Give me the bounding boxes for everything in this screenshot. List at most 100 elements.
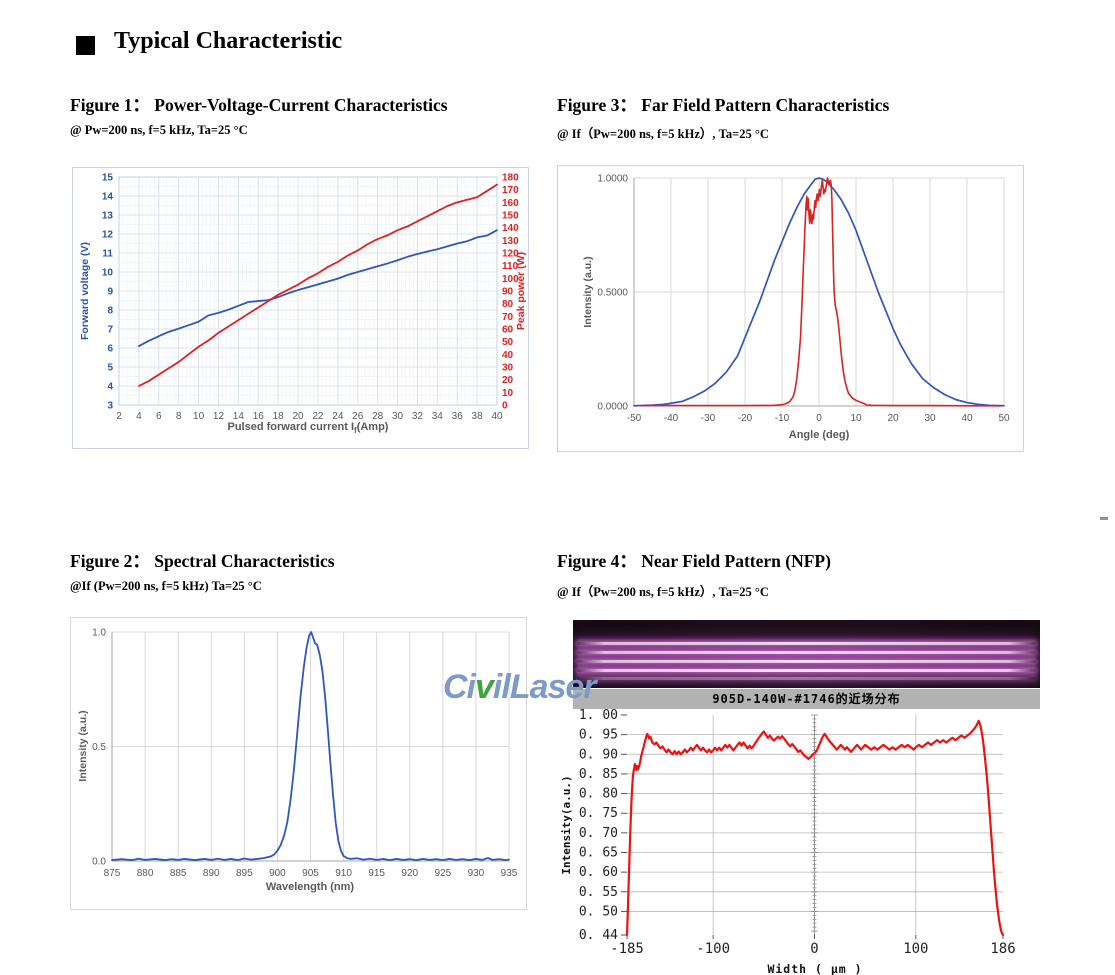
figure3-chart: -50 -40 -30 -20 -10 0 10 20 30 40 50 0.0000 0.5000 1.…: [557, 165, 1024, 452]
nfp-photo-caption: 905D-140W-#1746的近场分布: [573, 689, 1040, 709]
svg-text:4: 4: [136, 411, 142, 422]
svg-text:-40: -40: [664, 413, 679, 424]
nfp-laser-stripe: [577, 677, 1036, 680]
figure4-y-axis-title: Intensity(a.u.): [560, 775, 573, 875]
svg-text:80: 80: [502, 299, 514, 310]
figure1-condition: @ Pw=200 ns, f=5 kHz, Ta=25 °C: [70, 123, 248, 137]
svg-text:28: 28: [372, 411, 384, 422]
svg-text:20: 20: [292, 411, 304, 422]
svg-text:1.0000: 1.0000: [597, 174, 628, 185]
nfp-laser-stripe: [577, 642, 1036, 645]
svg-text:0. 80: 0. 80: [579, 787, 618, 802]
svg-text:0. 50: 0. 50: [579, 904, 618, 919]
svg-text:890: 890: [203, 868, 220, 879]
svg-text:885: 885: [170, 868, 187, 879]
svg-text:140: 140: [502, 223, 519, 234]
svg-text:26: 26: [352, 411, 364, 422]
svg-text:36: 36: [452, 411, 464, 422]
svg-text:18: 18: [273, 411, 285, 422]
svg-text:-185: -185: [610, 941, 644, 955]
svg-text:920: 920: [401, 868, 418, 879]
svg-text:-50: -50: [627, 413, 642, 424]
svg-text:30: 30: [502, 363, 514, 374]
figure2-plot-canvas: 875 880 885 890 895 900 905 910 915 920 925 930 935 0…: [71, 618, 526, 914]
svg-text:0. 44: 0. 44: [579, 928, 618, 943]
svg-text:130: 130: [502, 236, 519, 247]
page-artifact-dash: [1100, 517, 1108, 520]
svg-text:8: 8: [107, 306, 113, 317]
svg-text:5: 5: [107, 363, 113, 374]
svg-text:150: 150: [502, 211, 519, 222]
figure4-x-axis-title: Width ( μm ): [767, 962, 863, 975]
svg-text:925: 925: [434, 868, 451, 879]
svg-text:170: 170: [502, 185, 519, 196]
svg-text:20: 20: [887, 413, 899, 424]
svg-text:0. 90: 0. 90: [579, 747, 618, 762]
svg-text:10: 10: [850, 413, 862, 424]
nfp-photo: [573, 620, 1040, 688]
svg-text:14: 14: [233, 411, 245, 422]
svg-text:10: 10: [102, 268, 114, 279]
svg-text:4: 4: [107, 382, 113, 393]
svg-text:38: 38: [472, 411, 484, 422]
figure3-y-axis-title: Intensity (a.u.): [582, 256, 594, 328]
svg-text:60: 60: [502, 325, 514, 336]
figure1-title: Figure 1： Power-Voltage-Current Characte…: [70, 95, 448, 115]
figure1-chart: 2 4 6 8 10 12 14 16 18 20 22 24 26 28 30 32 34 36 38 40 3 4 5 6…: [72, 167, 529, 449]
svg-text:70: 70: [502, 312, 514, 323]
svg-text:0.5: 0.5: [92, 742, 106, 753]
svg-text:930: 930: [468, 868, 485, 879]
svg-text:3: 3: [107, 401, 113, 412]
svg-text:12: 12: [213, 411, 225, 422]
figure2-x-axis-title: Wavelength (nm): [265, 881, 355, 893]
nfp-laser-stripe: [577, 669, 1036, 672]
svg-text:0. 55: 0. 55: [579, 885, 618, 900]
svg-text:0. 70: 0. 70: [579, 826, 618, 841]
svg-text:30: 30: [924, 413, 936, 424]
svg-text:905: 905: [302, 868, 319, 879]
svg-text:14: 14: [102, 192, 114, 203]
figure4-condition: @ If（Pw=200 ns, f=5 kHz）, Ta=25 °C: [557, 585, 769, 599]
svg-text:180: 180: [502, 173, 519, 184]
section-marker-icon: [76, 36, 95, 55]
svg-text:0. 95: 0. 95: [579, 728, 618, 743]
figure3-title: Figure 3： Far Field Pattern Characterist…: [557, 95, 890, 115]
svg-text:0.0000: 0.0000: [597, 402, 628, 413]
svg-text:16: 16: [253, 411, 265, 422]
watermark-text-pre: Ci: [443, 668, 476, 706]
svg-text:22: 22: [312, 411, 324, 422]
svg-text:10: 10: [502, 388, 514, 399]
svg-text:2: 2: [116, 411, 122, 422]
figure3-x-axis-title: Angle (deg): [788, 429, 850, 441]
svg-text:120: 120: [502, 249, 519, 260]
figure1-x-axis-title-sub: f: [354, 426, 357, 436]
svg-text:-10: -10: [775, 413, 790, 424]
svg-text:0: 0: [816, 413, 822, 424]
svg-text:0.5000: 0.5000: [597, 288, 628, 299]
figure4-plot-canvas: 1. 00 0. 95 0. 90 0. 85 0. 80 0. 75 0. 70 0. 65…: [557, 705, 1045, 960]
nfp-laser-stripe: [577, 660, 1036, 663]
svg-text:50: 50: [998, 413, 1010, 424]
figure1-x-axis-title-post: (Amp): [356, 421, 389, 433]
svg-text:880: 880: [137, 868, 154, 879]
svg-text:935: 935: [501, 868, 518, 879]
figure3-plot-canvas: -50 -40 -30 -20 -10 0 10 20 30 40 50 0.0000 0.5000 1.…: [558, 166, 1023, 456]
svg-text:11: 11: [102, 249, 113, 260]
fig1-canvas-svg: 2 4 6 8 10 12 14 16 18 20 22 24 26 28 30 32 34 36 38 403456…: [102, 173, 519, 423]
svg-text:12: 12: [102, 230, 114, 241]
svg-text:100: 100: [903, 941, 928, 955]
section-title: Typical Characteristic: [114, 28, 343, 54]
svg-text:100: 100: [502, 274, 519, 285]
svg-text:50: 50: [502, 337, 514, 348]
figure1-x-axis-title: Pulsed forward current If(Amp): [108, 420, 508, 436]
svg-text:24: 24: [332, 411, 344, 422]
figure2-condition: @If (Pw=200 ns, f=5 kHz) Ta=25 °C: [70, 579, 262, 593]
figure1-y-left-axis-title: Forward voltage (V): [79, 242, 91, 341]
svg-text:6: 6: [156, 411, 162, 422]
figure1-y-right-axis-title: Peak power (W): [515, 251, 527, 331]
svg-text:-30: -30: [701, 413, 716, 424]
figure4-title: Figure 4： Near Field Pattern (NFP): [557, 551, 831, 571]
svg-text:32: 32: [412, 411, 424, 422]
watermark-text-post: ilLaser: [492, 668, 597, 706]
watermark-text-v: v: [475, 668, 494, 706]
